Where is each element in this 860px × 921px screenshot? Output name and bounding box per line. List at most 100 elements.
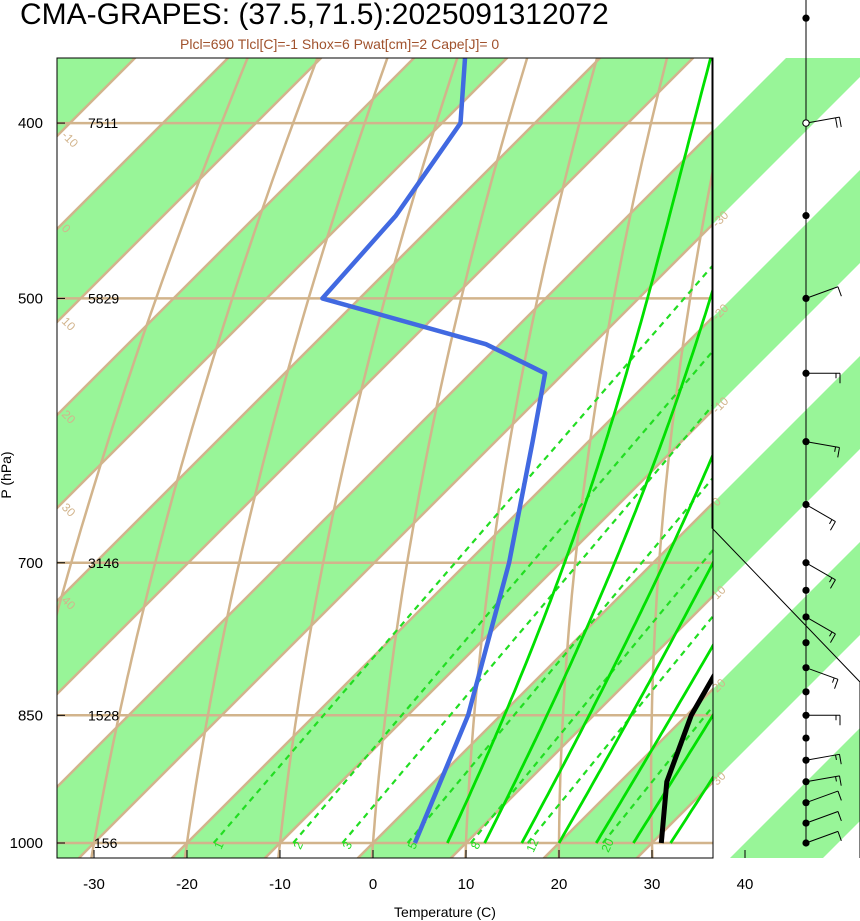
isotherm-line — [170, 315, 713, 858]
isotherm-line — [57, 58, 602, 603]
mixing-ratio-label: 20 — [598, 836, 616, 854]
wind-barb-flag — [838, 754, 842, 765]
wind-barb-flag — [837, 790, 842, 801]
x-tick-label: -30 — [83, 876, 105, 893]
wind-barb-flag — [835, 117, 838, 128]
y-axis: 1001502002503004005007008501000 — [10, 115, 65, 852]
dry-adiabat-line — [90, 58, 319, 858]
wind-barb-shaft — [805, 830, 839, 844]
height-label: 5829 — [88, 290, 119, 306]
x-tick-label: -10 — [269, 876, 291, 893]
right-panel-frame — [711, 58, 860, 858]
wind-barb-shaft — [805, 753, 840, 761]
wind-barb-shaft — [805, 790, 839, 804]
plot-frame — [56, 57, 714, 859]
isotherm-line — [356, 501, 713, 858]
wind-barb-half — [834, 446, 837, 452]
wind-barb-half — [835, 754, 837, 761]
wind-level-dot — [802, 734, 810, 742]
dry-adiabat-line — [370, 58, 529, 858]
wind-barb-half — [829, 577, 833, 583]
y-tick-label: 850 — [18, 707, 43, 724]
mixing-ratio-line — [341, 403, 713, 844]
dry-adiabat-line — [464, 58, 599, 858]
wind-barb-flag — [830, 633, 836, 643]
wind-barb-flag — [837, 811, 842, 822]
dry-adiabat-line — [183, 58, 389, 858]
mixing-ratio-lines — [212, 263, 713, 844]
dry-adiabat-line — [277, 58, 459, 858]
x-tick-label: 10 — [458, 876, 475, 893]
wind-barb-shaft — [805, 616, 836, 635]
wind-level-dot — [802, 14, 810, 22]
mixing-ratio-label: 3 — [340, 839, 356, 851]
wind-barb-flag — [834, 679, 839, 689]
height-label: 1528 — [88, 707, 119, 723]
mixing-ratio-label: 12 — [523, 836, 541, 854]
wind-level-dot — [802, 212, 810, 220]
wind-barb-half — [829, 519, 833, 525]
moist-adiabat-line — [557, 559, 713, 844]
moist-adiabat-line — [632, 712, 713, 844]
wind-level-dot — [802, 639, 810, 647]
wind-barb-half — [832, 677, 835, 683]
chart-subtitle: Plcl=690 Tlcl[C]=-1 Shox=6 Pwat[cm]=2 Ca… — [180, 36, 499, 52]
isotherm-line — [263, 408, 713, 858]
right-panel-bands — [712, 58, 860, 858]
moist-adiabat-line — [446, 58, 713, 844]
moist-adiabat-lines — [446, 58, 713, 844]
dewpoint-line — [320, 58, 548, 844]
isotherm-line — [57, 129, 713, 789]
x-axis-label: Temperature (C) — [394, 904, 496, 920]
wind-barb-flag — [837, 447, 840, 458]
wind-barb-shaft — [805, 286, 839, 299]
sounding-profiles — [320, 58, 713, 844]
y-tick-label: 500 — [18, 290, 43, 307]
wind-barb-shaft — [805, 504, 836, 522]
isotherm-line — [57, 58, 695, 696]
isotherm-band — [57, 130, 713, 858]
x-tick-label: 30 — [644, 876, 661, 893]
wind-barb-shaft — [805, 441, 840, 449]
wind-barb-origin — [802, 119, 810, 127]
wind-barb-shaft — [805, 775, 840, 783]
x-tick-label: 40 — [737, 876, 754, 893]
mixing-ratio-line — [406, 476, 713, 844]
chart-title: CMA-GRAPES: (37.5,71.5):2025091312072 — [20, 0, 609, 31]
wind-barb-shaft — [805, 116, 840, 124]
wind-level-dot — [802, 586, 810, 594]
moist-adiabat-line — [520, 451, 713, 844]
y-axis-label: P (hPa) — [0, 451, 14, 498]
mixing-ratio-line — [469, 548, 713, 844]
isotherm-line — [77, 222, 713, 858]
mixing-ratio-line — [292, 349, 713, 844]
x-tick-label: 20 — [551, 876, 568, 893]
wind-barb-flag — [837, 286, 842, 297]
y-tick-label: 700 — [18, 555, 43, 572]
wind-barb-shaft — [805, 811, 839, 824]
moist-adiabat-line — [483, 284, 713, 844]
wind-barb-half — [835, 776, 837, 782]
wind-barb-half — [829, 631, 833, 637]
height-label: 7511 — [88, 115, 118, 131]
dry-adiabat-line — [557, 58, 669, 858]
mixing-ratio-label: 2 — [291, 839, 307, 851]
y-tick-label: 400 — [18, 115, 43, 132]
height-label: 3146 — [88, 555, 119, 571]
wind-barb-flag — [830, 521, 836, 531]
wind-barb-flag — [838, 117, 842, 128]
wind-column — [802, 0, 842, 847]
x-tick-label: -20 — [176, 876, 198, 893]
wind-level-dot — [802, 688, 810, 696]
x-axis: -30 -20 -10 0 10 20 30 40 — [83, 850, 753, 893]
mixing-ratio-label: 8 — [468, 839, 484, 851]
isotherm-band — [712, 58, 860, 858]
dry-adiabat-line — [57, 58, 249, 618]
wind-barb-flag — [838, 775, 842, 786]
wind-barb-flag — [830, 579, 836, 589]
mixing-ratio-line — [212, 263, 713, 844]
y-tick-label: 1000 — [10, 835, 43, 852]
height-label: 156 — [94, 835, 118, 851]
wind-barb-shaft — [805, 667, 839, 680]
